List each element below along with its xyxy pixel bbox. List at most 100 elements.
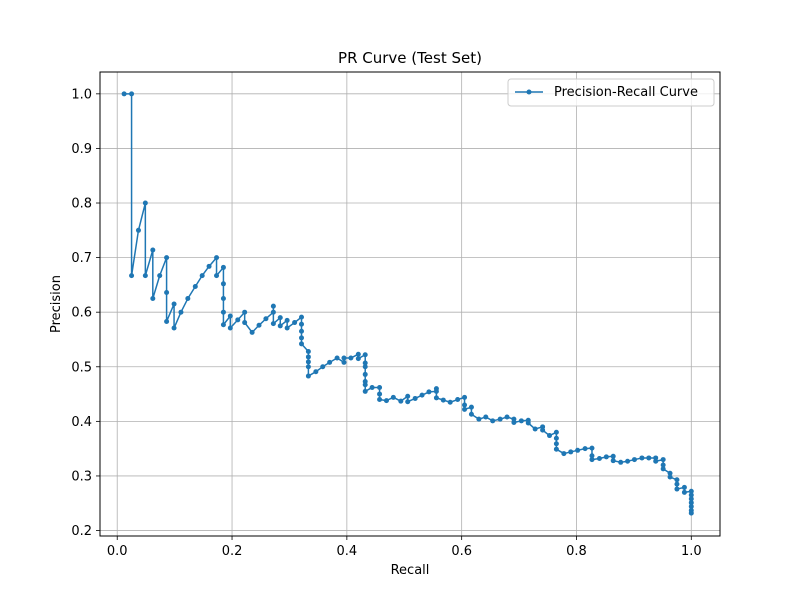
data-point <box>390 394 396 400</box>
data-point <box>440 397 446 403</box>
data-point <box>129 273 135 279</box>
x-tick-label: 0.6 <box>451 544 472 559</box>
data-point <box>462 402 468 408</box>
data-point <box>292 320 298 326</box>
data-point <box>299 321 304 327</box>
data-point <box>518 418 524 424</box>
data-point <box>511 419 517 425</box>
data-point <box>171 325 177 331</box>
data-point <box>547 433 552 439</box>
data-point <box>553 446 559 452</box>
data-point <box>355 356 361 362</box>
data-point <box>646 455 652 461</box>
x-axis-label: Recall <box>391 563 430 578</box>
y-tick-label: 0.9 <box>71 142 92 157</box>
data-point <box>327 359 333 365</box>
data-point <box>214 255 220 261</box>
legend-label: Precision-Recall Curve <box>554 85 698 100</box>
data-point <box>462 406 468 412</box>
data-point <box>660 457 666 463</box>
data-point <box>270 303 276 309</box>
x-tick-label: 0.0 <box>107 544 128 559</box>
y-tick-label: 0.6 <box>71 306 92 321</box>
data-point <box>568 449 574 455</box>
data-point <box>462 394 468 400</box>
y-tick-label: 0.5 <box>71 360 92 375</box>
y-tick-label: 0.3 <box>71 469 92 484</box>
data-point <box>674 477 680 483</box>
data-point <box>561 451 567 457</box>
x-tick-label: 0.8 <box>566 544 587 559</box>
data-point <box>362 364 368 370</box>
data-point <box>242 320 248 326</box>
data-point <box>270 309 276 315</box>
data-point <box>660 466 666 472</box>
data-point <box>142 200 148 206</box>
data-point <box>235 317 241 323</box>
data-point <box>589 445 595 451</box>
data-point <box>320 364 326 370</box>
data-point <box>185 296 191 302</box>
data-point <box>589 453 595 459</box>
data-point <box>553 435 559 441</box>
data-point <box>618 459 624 465</box>
data-point <box>553 429 559 435</box>
data-point <box>490 418 496 424</box>
data-point <box>426 389 432 395</box>
data-point <box>504 414 510 420</box>
y-tick-label: 0.4 <box>71 415 92 430</box>
data-point <box>277 323 283 329</box>
data-point <box>206 263 212 269</box>
data-point <box>688 488 694 494</box>
y-axis-label: Precision <box>49 275 64 333</box>
data-point <box>157 273 163 279</box>
data-point <box>483 414 489 420</box>
data-point <box>121 91 127 97</box>
data-point <box>377 385 383 391</box>
data-point <box>674 481 680 487</box>
data-point <box>362 360 368 366</box>
data-point <box>412 395 418 401</box>
data-point <box>476 416 482 422</box>
data-point <box>284 325 290 331</box>
data-point <box>214 273 220 279</box>
data-point <box>667 474 673 480</box>
data-point <box>220 322 226 328</box>
data-point <box>334 355 340 361</box>
data-point <box>192 284 198 290</box>
data-point <box>653 458 659 464</box>
legend-box <box>507 78 715 107</box>
data-point <box>625 458 631 464</box>
data-point <box>575 447 581 453</box>
data-point <box>681 484 687 490</box>
data-point <box>688 504 694 510</box>
data-point <box>419 392 425 398</box>
data-point <box>688 492 694 498</box>
legend-marker-swatch <box>526 89 532 95</box>
data-point <box>688 500 694 506</box>
data-point <box>610 458 616 464</box>
data-point <box>142 273 148 279</box>
series-layer <box>121 91 694 516</box>
data-point <box>341 355 347 361</box>
data-point <box>681 489 687 495</box>
data-point <box>299 335 304 341</box>
data-point <box>433 395 439 401</box>
data-point <box>227 313 233 319</box>
data-point <box>553 441 559 447</box>
data-point <box>277 315 283 321</box>
data-point <box>164 255 170 261</box>
data-point <box>667 470 673 476</box>
data-point <box>355 351 361 357</box>
legend: Precision-Recall Curve <box>507 78 715 107</box>
data-point <box>199 273 205 279</box>
data-point <box>171 301 177 307</box>
data-point <box>256 322 262 328</box>
data-point <box>589 457 595 463</box>
data-point <box>540 427 546 433</box>
data-point <box>525 420 531 426</box>
data-point <box>369 385 375 391</box>
data-point <box>299 314 304 320</box>
data-point <box>603 454 609 460</box>
